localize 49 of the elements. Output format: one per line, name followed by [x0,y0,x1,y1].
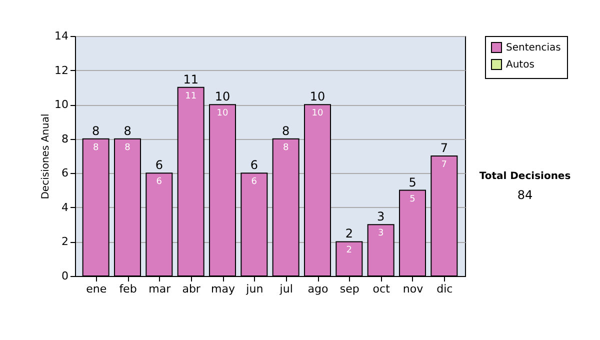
x-tick-label: nov [402,282,424,296]
y-tick-label: 0 [62,270,68,282]
x-tick-label: jul [278,282,293,296]
total-label: 7 [440,141,448,155]
total-label: 3 [377,210,385,224]
x-tick-label: jun [245,282,264,296]
data-label: 10 [216,108,228,119]
x-tick-label: abr [182,282,201,296]
data-label: 7 [441,160,448,170]
y-tick-label: 14 [54,30,68,42]
data-label: 2 [346,246,352,256]
y-tick-label: 6 [62,166,68,180]
data-label: 10 [312,108,324,119]
total-label: 6 [250,158,258,172]
data-label: 8 [124,142,131,153]
total-label: 6 [155,158,163,172]
total-label: 11 [183,72,198,86]
text: 84 [517,188,533,202]
data-label: 5 [410,194,416,204]
total-label: 8 [282,124,290,138]
total-label: 10 [214,90,230,104]
y-tick-label: 12 [54,64,68,77]
legend-label: Sentencias [506,42,561,54]
x-tick-label: feb [119,282,137,296]
x-tick-label: sep [340,282,360,296]
total-label: 10 [310,90,326,104]
data-label: 6 [156,177,162,188]
data-label: 11 [185,91,197,102]
data-label: 3 [378,228,384,239]
y-tick-label: 8 [62,132,68,146]
total-label: 5 [408,175,416,190]
x-tick-label: mar [148,282,172,296]
data-label: 8 [92,142,99,153]
total-label: 8 [92,124,100,138]
y-tick-label: 10 [54,98,68,112]
data-label: 8 [282,142,289,153]
y-axis-title: Decisiones Anual [40,114,52,200]
data-label: 6 [251,177,258,188]
x-tick-label: dic [436,282,453,296]
y-tick-label: 4 [62,200,68,214]
text: Total Decisiones [479,171,571,182]
total-label: 8 [124,124,132,138]
x-tick-label: may [211,282,236,296]
y-tick-label: 2 [62,235,68,248]
legend-label: Autos [506,60,534,70]
x-tick-label: oct [372,282,391,296]
x-tick-label: ene [86,282,107,296]
x-tick-label: ago [308,282,328,296]
total-label: 2 [345,226,353,241]
